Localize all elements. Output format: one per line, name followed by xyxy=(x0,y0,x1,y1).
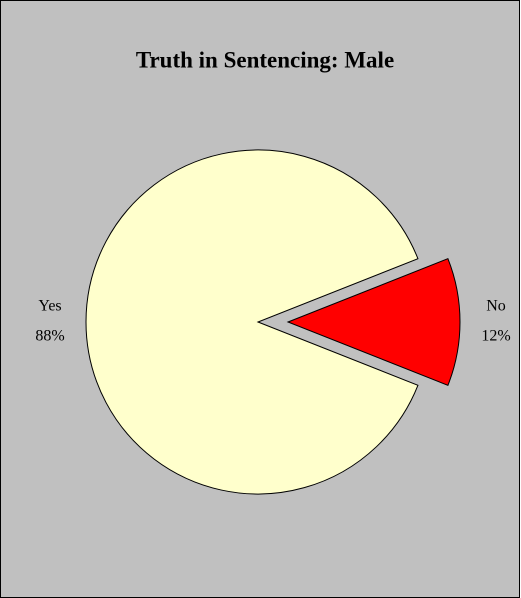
slice-value-label: 88% xyxy=(35,328,64,345)
chart-title: Truth in Sentencing: Male xyxy=(136,47,394,72)
pie-slice xyxy=(286,258,461,386)
slice-label: No xyxy=(486,298,506,315)
slice-label: Yes xyxy=(38,298,61,315)
pie-slice xyxy=(85,149,419,495)
slice-value-label: 12% xyxy=(481,328,510,345)
